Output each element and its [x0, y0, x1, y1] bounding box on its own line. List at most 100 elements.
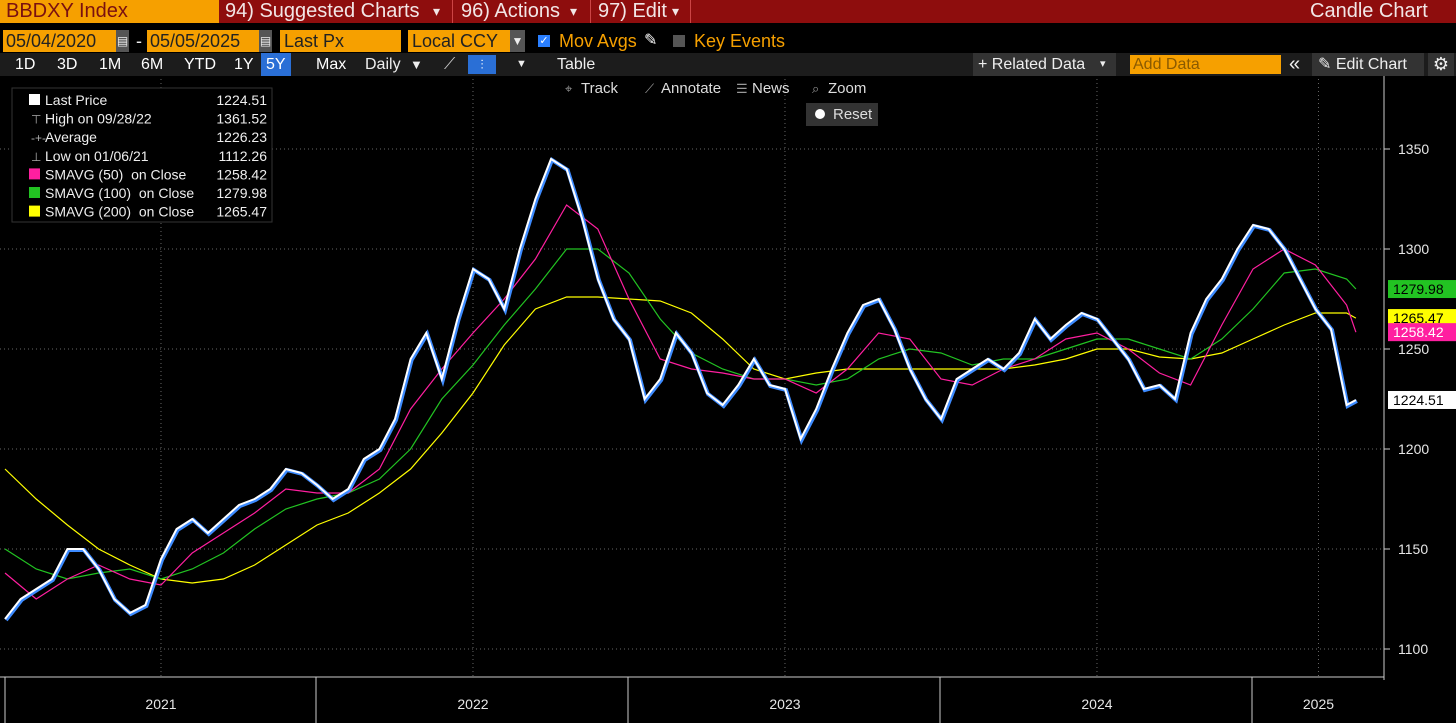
pencil-icon[interactable]: ✎	[644, 32, 658, 49]
chart-kind: Candle Chart	[1310, 0, 1428, 22]
tool-icon: ⟋	[645, 81, 655, 96]
separator	[452, 0, 453, 23]
legend-swatch	[29, 187, 40, 198]
legend-label: SMAVG (50) on Close	[45, 166, 187, 182]
legend-value: 1258.42	[216, 166, 267, 182]
x-tick-label: 2023	[769, 696, 800, 712]
x-tick-label: 2022	[457, 696, 488, 712]
candle-icon[interactable]: ⫶	[468, 55, 496, 74]
line-icon[interactable]: ⟋	[444, 56, 456, 73]
period-button[interactable]: 6M	[141, 56, 164, 73]
menu[interactable]: 97) Edit	[598, 0, 667, 22]
tool-icon: ☰	[736, 81, 748, 96]
price-shadow	[4, 156, 1358, 622]
menu-arrow: ▾	[672, 3, 680, 19]
legend-box	[11, 87, 273, 223]
edit-chart[interactable]: ✎ Edit Chart	[1312, 53, 1424, 76]
add-data[interactable]: Add Data	[1130, 55, 1281, 74]
legend-value: 1265.47	[216, 204, 267, 220]
legend-glyph: ⊤	[31, 113, 41, 127]
edit-chart-label: Edit Chart	[1335, 56, 1407, 73]
date-separator: -	[136, 31, 142, 51]
mov-avgs[interactable]: Mov Avgs	[559, 31, 637, 51]
tool-icon: ⌖	[565, 81, 573, 96]
y-tick-label: 1150	[1398, 541, 1428, 557]
menu[interactable]: 94) Suggested Charts	[225, 0, 420, 22]
y-tick-label: 1200	[1398, 441, 1429, 457]
value-tag	[1388, 323, 1456, 342]
y-tick-label: 1350	[1398, 141, 1429, 157]
tool-button[interactable]: Zoom	[828, 80, 867, 97]
moving-average	[4, 204, 1357, 600]
value-tag-label: 1279.98	[1393, 281, 1444, 297]
legend-value: 1361.52	[216, 111, 267, 127]
tool-button[interactable]: News	[752, 80, 790, 97]
value-tag	[1388, 390, 1456, 409]
legend-label: SMAVG (100) on Close	[45, 185, 194, 201]
field[interactable]: Last Px	[280, 30, 401, 52]
tool-button[interactable]: Track	[581, 80, 618, 97]
period-button[interactable]: 1M	[99, 56, 122, 73]
legend-label: Average	[45, 129, 97, 145]
pencil-icon: ✎	[1318, 56, 1336, 73]
calendar-icon[interactable]: ▤	[116, 30, 129, 52]
x-tick-label: 2021	[145, 696, 176, 712]
collapse-icon[interactable]: «	[1289, 53, 1301, 75]
currency[interactable]: Local CCY	[408, 30, 512, 52]
legend-swatch	[29, 94, 40, 105]
legend-swatch	[29, 205, 40, 217]
period-button[interactable]: Max	[316, 56, 347, 73]
checkbox[interactable]	[673, 35, 685, 47]
menu[interactable]: 96) Actions	[461, 0, 560, 22]
dropdown-arrow: ▼	[516, 58, 527, 70]
period-button[interactable]: 5Y	[261, 53, 291, 76]
reset-button[interactable]: Reset	[806, 103, 878, 126]
value-tag	[1388, 280, 1456, 299]
legend-swatch	[29, 168, 40, 180]
period-button[interactable]: 1D	[15, 56, 36, 73]
period-button[interactable]: YTD	[184, 56, 216, 73]
start-date[interactable]: 05/04/2020	[3, 30, 118, 52]
tool-button[interactable]: Annotate	[661, 80, 722, 97]
moving-average	[4, 248, 1357, 580]
tool-icon: ⌕	[812, 81, 820, 96]
legend-value: 1224.51	[216, 92, 267, 108]
reset-label: Reset	[833, 106, 873, 123]
value-tag-label: 1265.47	[1393, 310, 1444, 326]
dropdown-arrow[interactable]: ▼	[510, 30, 525, 52]
end-date[interactable]: 05/05/2025	[147, 30, 260, 52]
y-tick-label: 1250	[1398, 341, 1429, 357]
x-tick-label: 2025	[1303, 696, 1334, 712]
checkbox-checked[interactable]: ✓	[538, 35, 550, 47]
ticker[interactable]: BBDXY Index	[0, 0, 219, 23]
value-tag-label: 1258.42	[1393, 324, 1444, 340]
legend-value: 1279.98	[216, 185, 267, 201]
reset-icon	[815, 109, 825, 119]
frequency[interactable]: Daily	[365, 56, 401, 73]
y-tick-label: 1100	[1398, 641, 1428, 657]
calendar-icon[interactable]: ▤	[259, 30, 272, 52]
period-button[interactable]: 1Y	[234, 56, 254, 73]
legend-glyph: -+-	[31, 131, 46, 145]
dropdown-arrow: ▼	[410, 57, 423, 72]
menu-arrow: ▾	[570, 3, 578, 19]
table-button[interactable]: Table	[557, 56, 596, 73]
legend-label: High on 09/28/22	[45, 111, 152, 127]
price-line	[4, 157, 1357, 620]
legend-label: Low on 01/06/21	[45, 148, 149, 164]
value-tag-label: 1224.51	[1393, 392, 1444, 408]
title-bar	[0, 0, 1456, 23]
period-button[interactable]: 3D	[57, 56, 78, 73]
legend-glyph: ⊥	[31, 150, 41, 164]
legend-value: 1226.23	[216, 129, 267, 145]
related-data[interactable]: + Related Data	[973, 53, 1116, 76]
menu-arrow: ▾	[433, 3, 441, 19]
settings-icon[interactable]: ⚙	[1428, 53, 1454, 76]
moving-average	[4, 296, 1357, 584]
x-tick-label: 2024	[1081, 696, 1112, 712]
key-events[interactable]: Key Events	[694, 31, 786, 51]
legend-label: SMAVG (200) on Close	[45, 204, 194, 220]
dropdown-arrow: ▾	[1100, 58, 1106, 70]
